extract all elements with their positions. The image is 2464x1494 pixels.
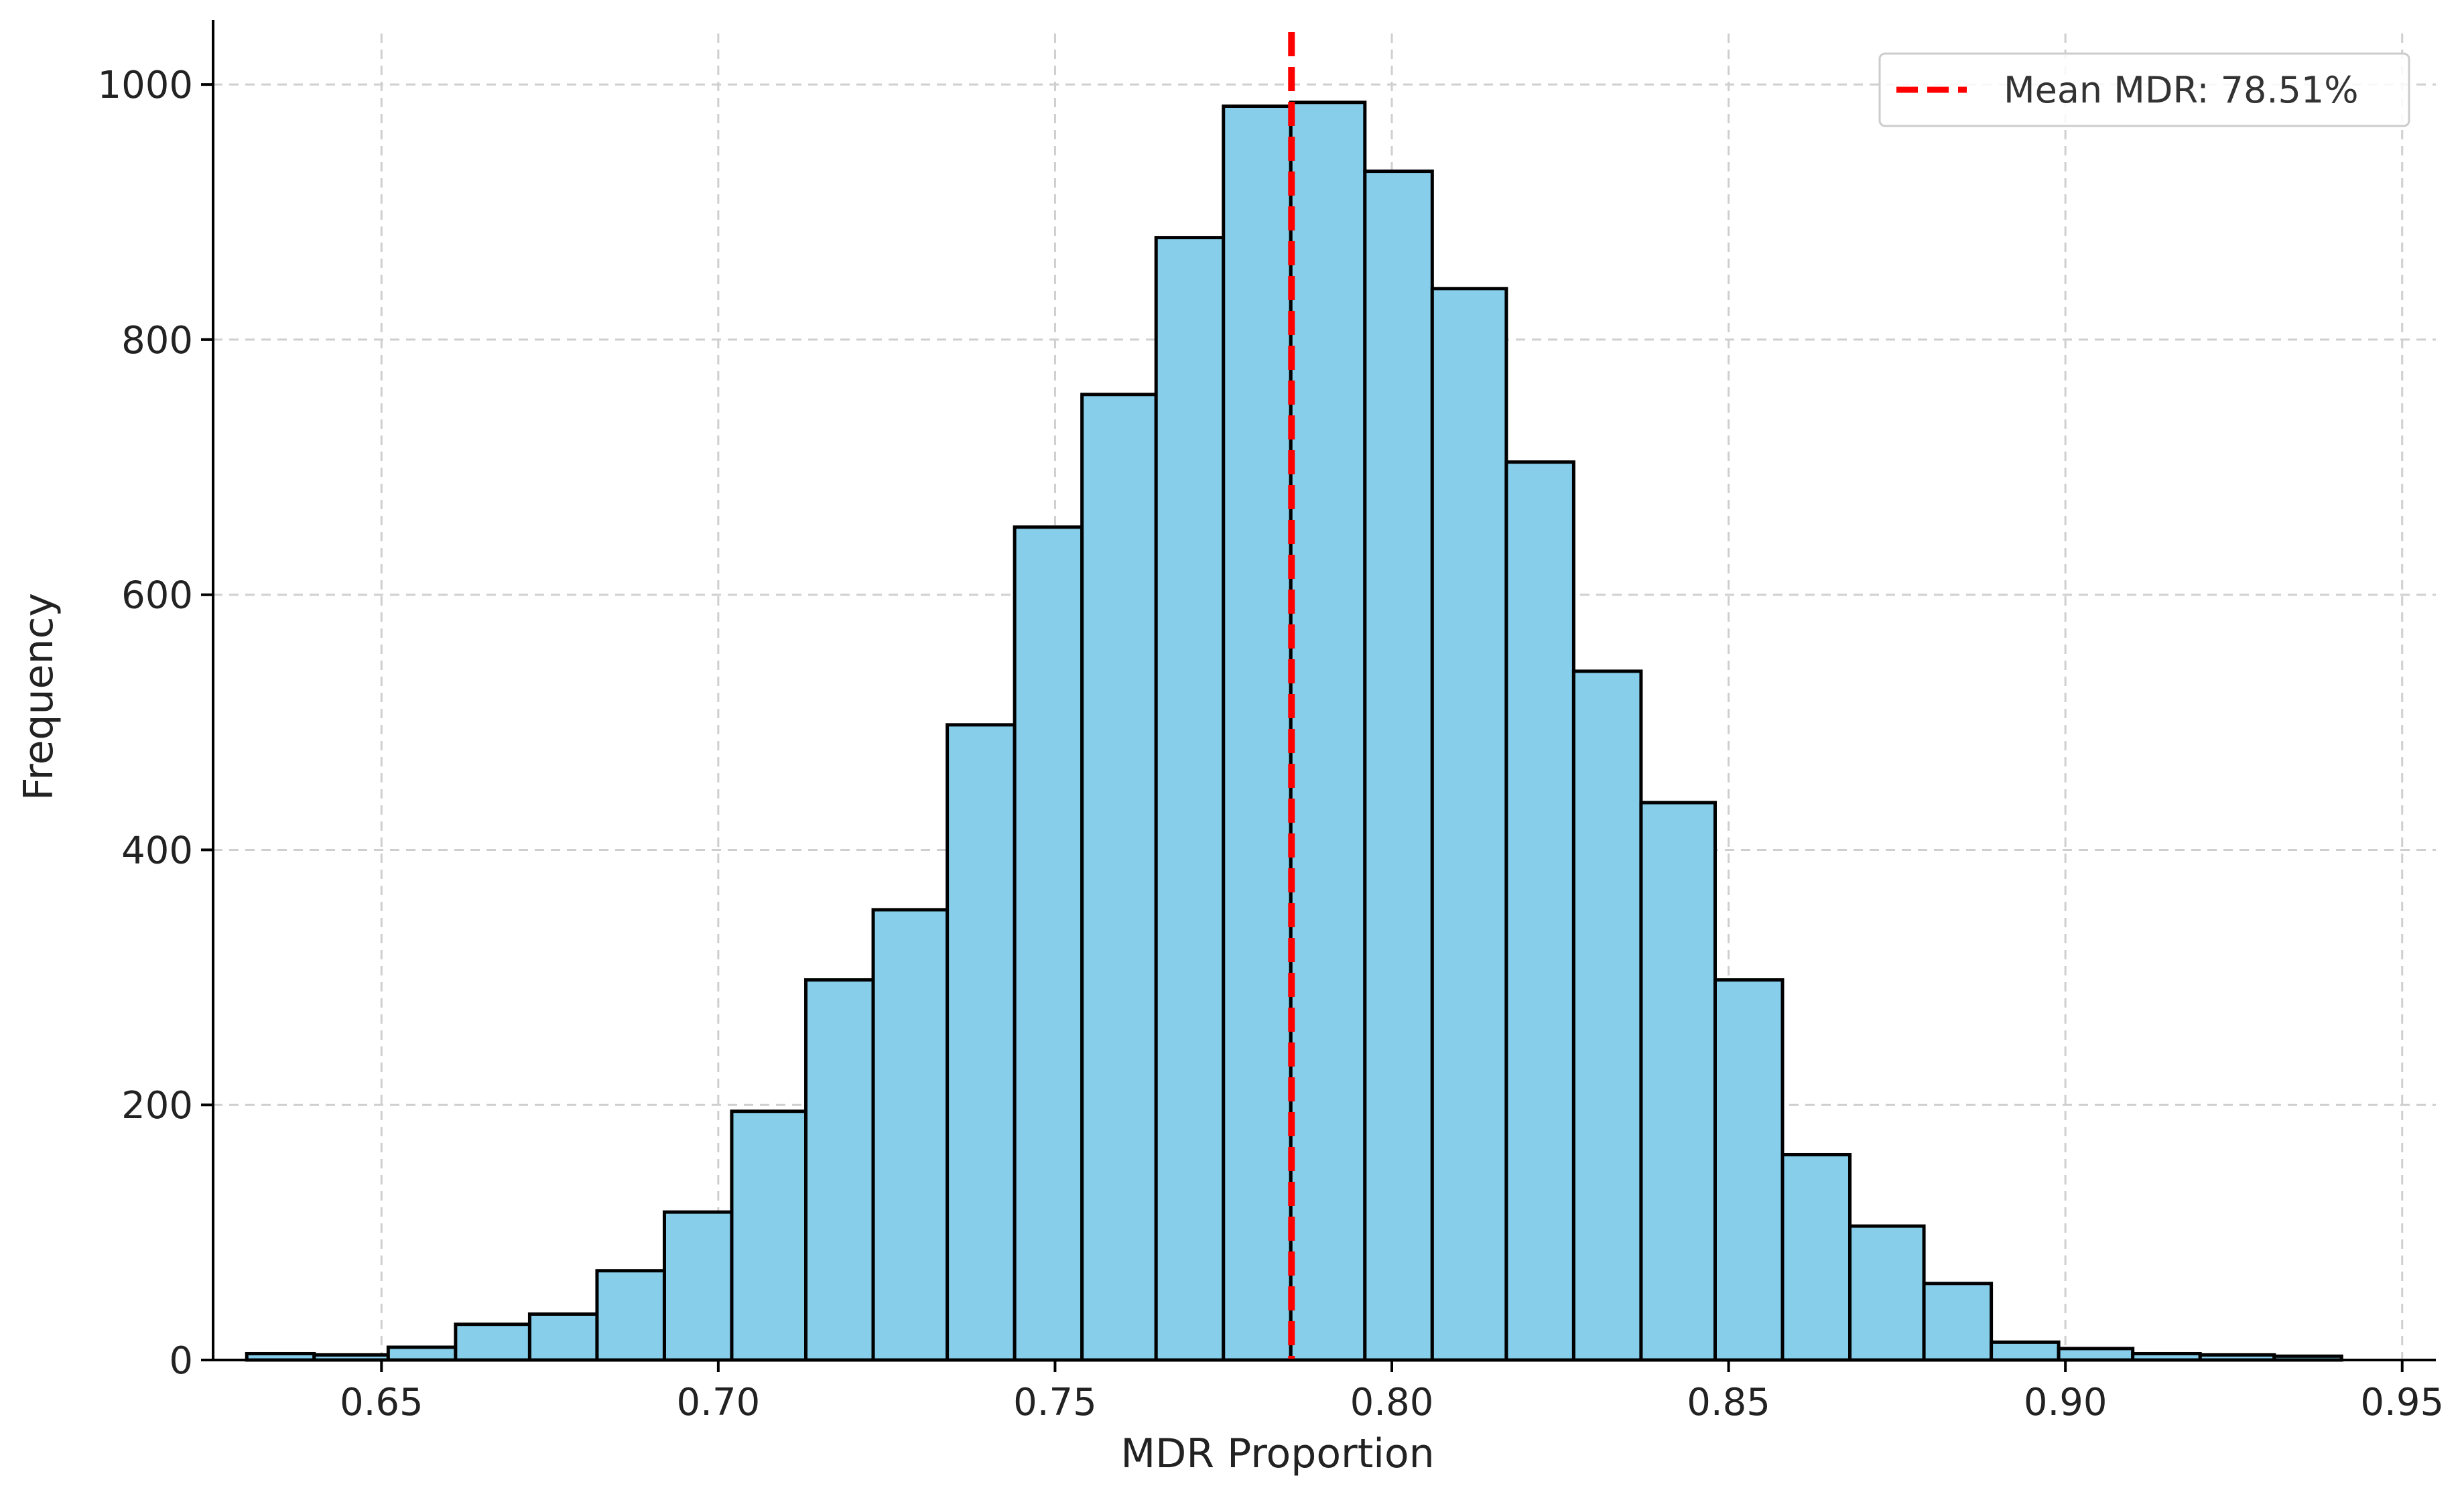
x-tick-label: 0.80	[1350, 1381, 1434, 1424]
histogram-bar	[1430, 287, 1508, 1362]
histogram-bar	[730, 1109, 808, 1362]
histogram-bar	[1289, 100, 1367, 1362]
histogram-bar	[527, 1312, 599, 1362]
legend-label: Mean MDR: 78.51%	[2004, 69, 2359, 111]
histogram-bar	[1990, 1340, 2061, 1362]
y-tick-label: 400	[121, 829, 193, 872]
histogram-bar	[1922, 1282, 1994, 1362]
histogram-bar	[1639, 801, 1717, 1362]
histogram-bar	[1504, 460, 1575, 1362]
histogram-bar	[1780, 1152, 1852, 1362]
y-axis-label: Frequency	[15, 593, 62, 801]
legend: Mean MDR: 78.51%	[1878, 52, 2410, 127]
histogram-bar	[946, 723, 1017, 1362]
histogram-bar	[1571, 669, 1643, 1362]
histogram-bar	[1713, 978, 1785, 1362]
x-tick-label: 0.65	[340, 1381, 424, 1424]
histogram-bar	[1080, 393, 1158, 1362]
ticks: 0.65 0.70 0.75 0.80 0.85 0.90 0.95 0 200 400 600 80…	[97, 64, 2444, 1424]
histogram-bar	[662, 1210, 734, 1362]
x-tick-label: 0.75	[1013, 1381, 1097, 1424]
y-tick-label: 800	[121, 319, 193, 362]
x-tick-label: 0.90	[2024, 1381, 2108, 1424]
x-tick-label: 0.85	[1687, 1381, 1770, 1424]
histogram-bar	[1222, 105, 1293, 1362]
histogram-bar	[2057, 1347, 2135, 1362]
y-tick-label: 200	[121, 1084, 193, 1128]
y-tick-label: 0	[169, 1339, 193, 1383]
histogram-bar	[386, 1345, 458, 1362]
histogram-bar	[804, 978, 875, 1362]
histogram-bar	[1013, 525, 1084, 1362]
histogram-bar	[1154, 236, 1226, 1362]
histogram-bar	[871, 908, 950, 1362]
x-axis-label: MDR Proportion	[1120, 1430, 1434, 1477]
y-tick-label: 600	[121, 574, 193, 618]
histogram-bar	[595, 1269, 666, 1362]
histogram-bar	[454, 1322, 531, 1362]
y-tick-label: 1000	[97, 64, 193, 107]
x-tick-label: 0.95	[2360, 1381, 2444, 1424]
histogram-bar	[1363, 169, 1434, 1362]
x-tick-label: 0.70	[677, 1381, 761, 1424]
histogram-bars	[245, 100, 2343, 1362]
histogram-bar	[1848, 1224, 1926, 1362]
legend-box	[1878, 52, 2410, 127]
